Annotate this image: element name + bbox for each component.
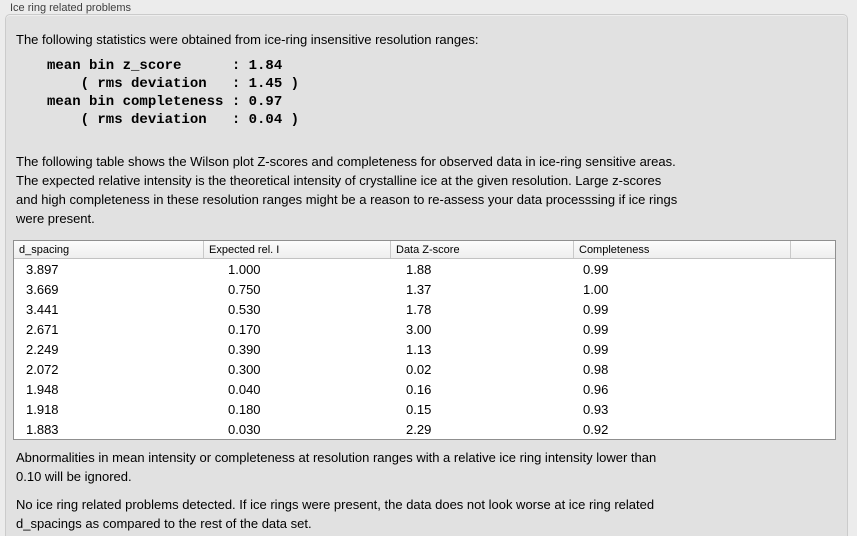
table-cell: 0.16 bbox=[406, 382, 432, 397]
table-body: 3.897 1.000 1.88 0.99 3.669 0.750 1.37 1.00 3.44… bbox=[14, 259, 835, 439]
stats-intro-text: The following statistics were obtained f… bbox=[16, 32, 479, 47]
table-cell: 0.02 bbox=[406, 362, 432, 377]
table-cell: 3.00 bbox=[406, 322, 432, 337]
column-header-expected-rel-i[interactable]: Expected rel. I bbox=[204, 241, 391, 258]
table-row[interactable]: 2.671 0.170 3.00 0.99 bbox=[14, 319, 835, 339]
table-cell bbox=[791, 339, 835, 359]
table-cell: 2.072 bbox=[26, 362, 59, 377]
table-cell bbox=[791, 259, 835, 279]
table-cell: 2.671 bbox=[26, 322, 59, 337]
table-cell: 1.883 bbox=[26, 422, 59, 437]
ignore-note-text: Abnormalities in mean intensity or compl… bbox=[16, 450, 657, 484]
ice-ring-table[interactable]: d_spacing Expected rel. I Data Z-score Comp… bbox=[13, 240, 836, 440]
table-cell: 0.99 bbox=[583, 302, 609, 317]
table-cell: 0.390 bbox=[228, 342, 261, 357]
table-cell: 3.669 bbox=[26, 282, 59, 297]
column-header-data-z-score[interactable]: Data Z-score bbox=[391, 241, 574, 258]
table-cell: 0.99 bbox=[583, 342, 609, 357]
table-cell: 0.99 bbox=[583, 322, 609, 337]
table-cell: 3.897 bbox=[26, 262, 59, 277]
table-row[interactable]: 1.918 0.180 0.15 0.93 bbox=[14, 399, 835, 419]
table-cell: 0.99 bbox=[583, 262, 609, 277]
table-cell: 3.441 bbox=[26, 302, 59, 317]
column-header-d-spacing[interactable]: d_spacing bbox=[14, 241, 204, 258]
stats-values-block: mean bin z_score : 1.84 ( rms deviation … bbox=[47, 58, 300, 128]
column-header-empty[interactable] bbox=[791, 241, 835, 258]
table-cell: 0.170 bbox=[228, 322, 261, 337]
table-header: d_spacing Expected rel. I Data Z-score Comp… bbox=[14, 241, 835, 259]
table-cell bbox=[791, 359, 835, 379]
column-header-completeness[interactable]: Completeness bbox=[574, 241, 791, 258]
table-cell: 2.29 bbox=[406, 422, 432, 437]
table-row[interactable]: 3.669 0.750 1.37 1.00 bbox=[14, 279, 835, 299]
table-cell: 0.93 bbox=[583, 402, 609, 417]
table-cell: 1.00 bbox=[583, 282, 609, 297]
table-cell: 1.948 bbox=[26, 382, 59, 397]
table-cell bbox=[791, 279, 835, 299]
table-cell: 1.78 bbox=[406, 302, 432, 317]
table-cell: 0.15 bbox=[406, 402, 432, 417]
table-intro-text: The following table shows the Wilson plo… bbox=[16, 154, 678, 226]
table-row[interactable]: 3.441 0.530 1.78 0.99 bbox=[14, 299, 835, 319]
table-cell: 0.750 bbox=[228, 282, 261, 297]
table-cell bbox=[791, 419, 835, 439]
table-cell: 0.300 bbox=[228, 362, 261, 377]
table-cell bbox=[791, 299, 835, 319]
table-cell: 0.92 bbox=[583, 422, 609, 437]
table-cell bbox=[791, 399, 835, 419]
table-row[interactable]: 1.948 0.040 0.16 0.96 bbox=[14, 379, 835, 399]
table-row[interactable]: 2.249 0.390 1.13 0.99 bbox=[14, 339, 835, 359]
table-cell: 0.180 bbox=[228, 402, 261, 417]
conclusion-text: No ice ring related problems detected. I… bbox=[16, 497, 655, 531]
table-cell bbox=[791, 379, 835, 399]
table-cell: 0.530 bbox=[228, 302, 261, 317]
table-cell: 1.88 bbox=[406, 262, 432, 277]
table-cell: 1.37 bbox=[406, 282, 432, 297]
table-row[interactable]: 1.883 0.030 2.29 0.92 bbox=[14, 419, 835, 439]
table-cell: 2.249 bbox=[26, 342, 59, 357]
table-cell: 0.040 bbox=[228, 382, 261, 397]
table-cell bbox=[791, 319, 835, 339]
table-row[interactable]: 3.897 1.000 1.88 0.99 bbox=[14, 259, 835, 279]
table-row[interactable]: 2.072 0.300 0.02 0.98 bbox=[14, 359, 835, 379]
table-cell: 1.918 bbox=[26, 402, 59, 417]
table-cell: 1.13 bbox=[406, 342, 432, 357]
table-cell: 0.030 bbox=[228, 422, 261, 437]
table-cell: 0.96 bbox=[583, 382, 609, 397]
table-cell: 1.000 bbox=[228, 262, 261, 277]
table-cell: 0.98 bbox=[583, 362, 609, 377]
group-box-label: Ice ring related problems bbox=[10, 2, 132, 14]
